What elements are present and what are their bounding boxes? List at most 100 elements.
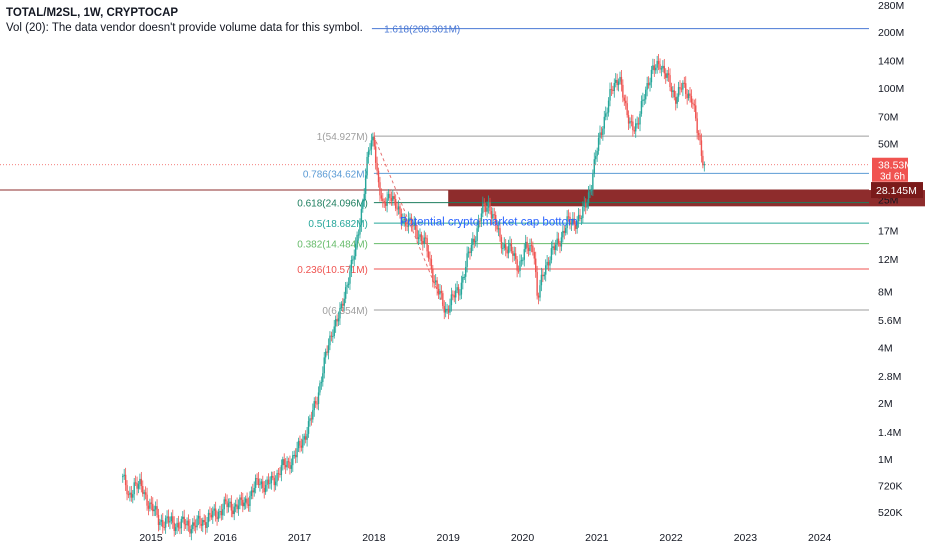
candle-body bbox=[523, 249, 525, 260]
candle-body bbox=[306, 433, 308, 440]
price-axis: 280M200M140M100M70M50M35M25M17M12M8M5.6M… bbox=[878, 0, 904, 519]
candle-body bbox=[203, 520, 205, 523]
candle-body bbox=[473, 238, 475, 243]
candle-body bbox=[466, 253, 468, 267]
candle-body bbox=[463, 276, 465, 278]
candle-body bbox=[607, 100, 610, 113]
candle-body bbox=[669, 75, 671, 88]
candle-body bbox=[599, 132, 601, 139]
candle-body bbox=[490, 211, 493, 219]
candle-body bbox=[413, 222, 415, 226]
candle-body bbox=[340, 303, 343, 309]
candle-body bbox=[626, 103, 628, 116]
candle-body bbox=[382, 198, 384, 202]
candle-body bbox=[406, 225, 408, 227]
candle-body bbox=[543, 274, 545, 277]
candle-body bbox=[586, 202, 588, 208]
candle-body bbox=[412, 225, 414, 227]
candle-body bbox=[152, 503, 154, 512]
candle-body bbox=[520, 260, 523, 262]
candle-body bbox=[333, 326, 335, 336]
candle-body bbox=[474, 240, 477, 243]
candle-body bbox=[303, 436, 305, 440]
candle-body bbox=[595, 156, 597, 160]
candle-body bbox=[334, 319, 337, 327]
last-price-badge bbox=[872, 157, 908, 182]
candle-body bbox=[352, 259, 354, 261]
candle-body bbox=[153, 509, 155, 512]
candle-body bbox=[149, 502, 151, 509]
candle-body bbox=[497, 228, 500, 230]
fib-level-label: 0.5(18.682M) bbox=[308, 219, 367, 230]
candle-body bbox=[356, 234, 358, 244]
candle-body bbox=[529, 245, 531, 251]
symbol-title[interactable]: TOTAL/M2SL, 1W, CRYPTOCAP bbox=[6, 7, 179, 19]
candle-body bbox=[220, 511, 223, 516]
candle-body bbox=[357, 234, 360, 236]
candle-body bbox=[376, 162, 378, 171]
candle-body bbox=[483, 203, 485, 206]
candle-body bbox=[380, 195, 383, 199]
candle-body bbox=[282, 459, 284, 466]
candle-body bbox=[439, 290, 441, 295]
candle-body bbox=[443, 306, 445, 313]
candle-body bbox=[536, 272, 538, 296]
candle-body bbox=[263, 487, 265, 493]
level-price-badge bbox=[871, 182, 923, 199]
candle-body bbox=[496, 225, 498, 230]
candle-body bbox=[657, 60, 660, 65]
candle-body bbox=[140, 478, 143, 487]
candle-body bbox=[437, 288, 440, 295]
candle-body bbox=[649, 82, 651, 86]
candle-body bbox=[274, 481, 277, 486]
candle-body bbox=[346, 284, 348, 288]
candle-body bbox=[296, 448, 298, 458]
candle-body bbox=[230, 501, 233, 511]
candle-body bbox=[166, 516, 168, 519]
candle-body bbox=[637, 123, 640, 125]
candle-body bbox=[369, 149, 371, 151]
candle-body bbox=[179, 527, 181, 529]
candle-body bbox=[476, 228, 478, 241]
candle-body bbox=[209, 512, 211, 515]
candle-body bbox=[170, 516, 173, 522]
candle-body bbox=[269, 483, 271, 485]
candle-body bbox=[456, 287, 458, 291]
candle-body bbox=[219, 511, 221, 513]
candle-body bbox=[547, 261, 550, 266]
time-tick-label: 2024 bbox=[808, 532, 832, 544]
candle-body bbox=[647, 82, 650, 86]
candle-body bbox=[129, 492, 131, 495]
candle-body bbox=[655, 67, 657, 71]
candle-body bbox=[420, 234, 423, 241]
candle-body bbox=[192, 522, 194, 530]
candle-body bbox=[507, 246, 510, 254]
candle-body bbox=[590, 189, 593, 192]
candle-body bbox=[297, 440, 300, 449]
candle-body bbox=[610, 89, 613, 91]
candle-body bbox=[430, 259, 433, 270]
candle-body bbox=[556, 238, 558, 245]
candle-body bbox=[217, 511, 220, 520]
candle-body bbox=[587, 192, 590, 203]
fib-level-label: 1(54.927M) bbox=[317, 132, 368, 143]
candle-body bbox=[532, 245, 534, 253]
candle-body bbox=[414, 222, 417, 230]
candle-body bbox=[212, 510, 214, 518]
candle-body bbox=[665, 73, 667, 78]
candle-body bbox=[645, 89, 647, 100]
candle-body bbox=[582, 206, 584, 219]
candle-body bbox=[469, 251, 471, 253]
candle-body bbox=[562, 230, 564, 238]
candle-body bbox=[492, 214, 494, 219]
candle-body bbox=[444, 308, 447, 313]
candle-body bbox=[409, 217, 411, 219]
candle-body bbox=[440, 290, 443, 294]
bar-countdown-label: 3d 6h bbox=[880, 172, 905, 183]
candle-body bbox=[542, 274, 544, 277]
candle-body bbox=[434, 280, 437, 283]
fib-level-label: 0(6.354M) bbox=[322, 306, 368, 317]
candle-body bbox=[617, 81, 620, 86]
candle-body bbox=[499, 228, 501, 238]
